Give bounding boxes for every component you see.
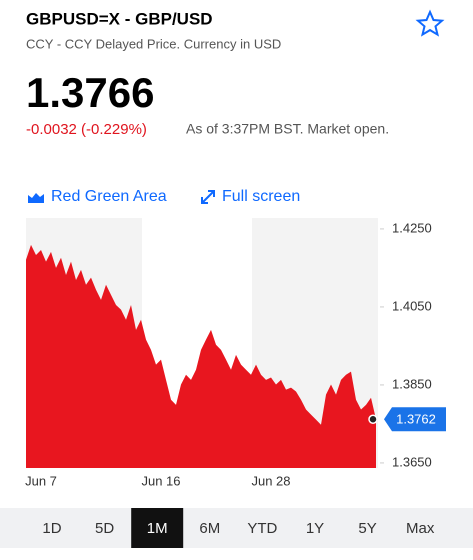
price: 1.3766: [26, 69, 154, 116]
y-tick-label: 1.4250: [392, 220, 432, 235]
current-label-box: [384, 407, 446, 432]
range-active: [131, 508, 184, 548]
price-change: -0.0032 (-0.229%): [26, 121, 147, 138]
chart-type-button[interactable]: Red Green Area: [51, 188, 167, 205]
range-button[interactable]: Max: [406, 520, 435, 537]
range-button[interactable]: 1M: [147, 520, 168, 537]
range-button[interactable]: 1Y: [306, 520, 324, 537]
price-area: [26, 244, 376, 468]
y-tick-label: 1.3650: [392, 454, 432, 469]
y-tick-label: 1.3850: [392, 376, 432, 391]
y-tick-label: 1.4050: [392, 298, 432, 313]
range-button[interactable]: 5Y: [358, 520, 376, 537]
x-tick-label: Jun 16: [141, 473, 180, 488]
x-tick-label: Jun 28: [251, 473, 290, 488]
fullscreen-icon[interactable]: [201, 190, 215, 204]
range-button[interactable]: 1D: [42, 520, 61, 537]
range-bar: [0, 508, 473, 548]
market-status: As of 3:37PM BST. Market open.: [186, 121, 389, 137]
current-dot: [368, 414, 378, 424]
area-icon[interactable]: [28, 193, 44, 203]
current-label: 1.3762: [396, 412, 436, 427]
quote-subtitle: CCY - CCY Delayed Price. Currency in USD: [26, 36, 281, 51]
fullscreen-button[interactable]: Full screen: [222, 188, 300, 205]
quote-title: GBPUSD=X - GBP/USD: [26, 9, 213, 28]
range-button[interactable]: YTD: [247, 520, 277, 537]
range-button[interactable]: 5D: [95, 520, 114, 537]
x-tick-label: Jun 7: [25, 473, 57, 488]
watchlist-star[interactable]: [415, 9, 445, 37]
range-button[interactable]: 6M: [199, 520, 220, 537]
